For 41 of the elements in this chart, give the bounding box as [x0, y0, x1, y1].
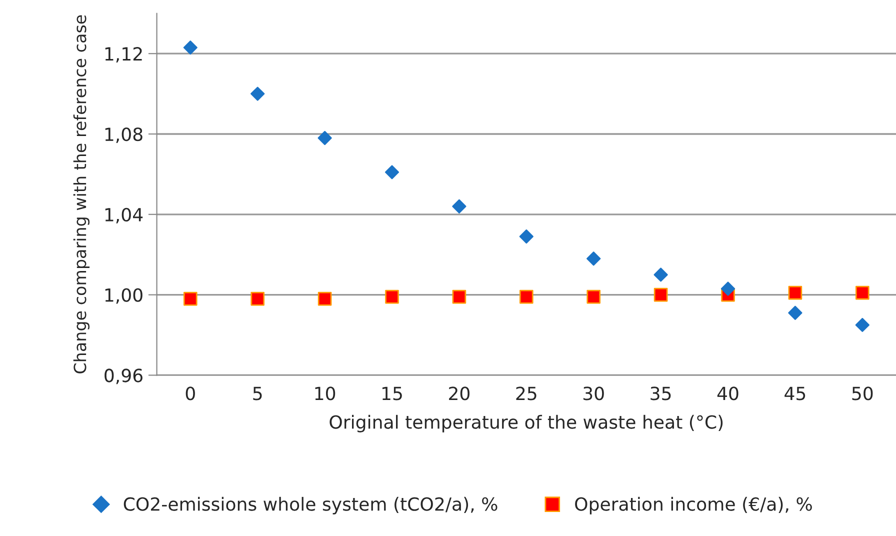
point	[318, 292, 332, 306]
point	[855, 318, 870, 332]
x-tick-label: 20	[449, 386, 470, 400]
y-axis-title: Change comparing with the reference case	[73, 15, 90, 374]
y-tick-label: 1,00	[105, 288, 142, 304]
point	[183, 292, 198, 306]
point	[654, 268, 668, 282]
point	[519, 229, 534, 244]
point	[452, 199, 466, 214]
x-tick-label: 30	[583, 386, 604, 400]
x-tick-label: 35	[650, 386, 671, 400]
point	[250, 292, 265, 306]
point	[385, 290, 399, 304]
point	[788, 286, 802, 300]
y-tick-label: 0,96	[104, 368, 142, 384]
point	[519, 290, 534, 304]
point	[183, 40, 198, 55]
point	[720, 282, 736, 296]
x-tick-label: 25	[516, 386, 536, 400]
point	[654, 288, 668, 302]
point	[855, 286, 870, 300]
point	[250, 86, 265, 101]
y-tick-label: 1,12	[105, 47, 142, 63]
x-tick-label: 40	[717, 386, 738, 400]
legend-label: Operation income (€/a), %	[575, 496, 812, 514]
x-tick-label: 0	[186, 386, 195, 400]
point	[384, 165, 400, 180]
point	[586, 252, 601, 266]
x-axis-title: Original temperature of the waste heat (°C)	[330, 414, 723, 432]
point	[452, 290, 466, 304]
x-tick-label: 5	[253, 386, 262, 400]
point	[586, 290, 601, 304]
x-tick-label: 15	[382, 386, 402, 400]
legend-label: CO2-emissions whole system (tCO2/a), %	[124, 496, 498, 514]
point	[788, 306, 802, 320]
y-tick-label: 1,04	[105, 208, 143, 224]
x-tick-label: 50	[852, 386, 873, 400]
y-tick-label: 1,08	[105, 127, 142, 143]
point	[318, 130, 332, 146]
x-tick-label: 45	[784, 386, 806, 400]
x-tick-label: 10	[315, 386, 336, 400]
